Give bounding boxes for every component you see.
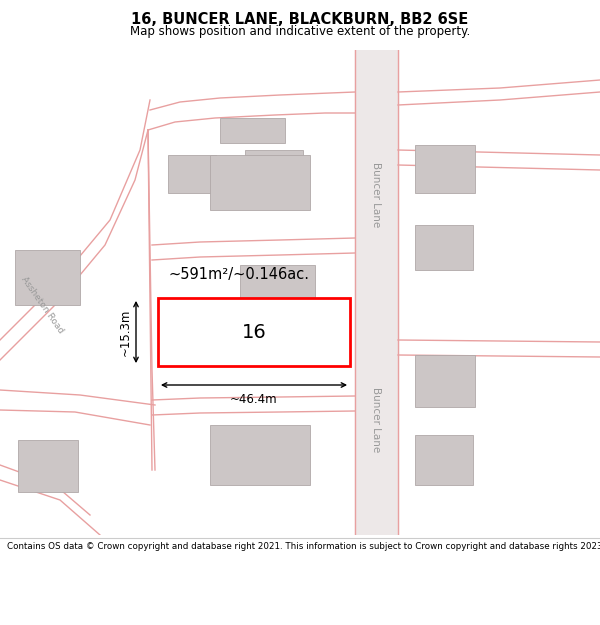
Bar (158, 298, 350, 366)
Text: ~46.4m: ~46.4m (230, 393, 278, 406)
Bar (168, 155, 216, 193)
Text: Map shows position and indicative extent of the property.: Map shows position and indicative extent… (130, 24, 470, 38)
Text: ~591m²/~0.146ac.: ~591m²/~0.146ac. (168, 268, 309, 282)
Text: ~15.3m: ~15.3m (119, 308, 132, 356)
Text: Buncer Lane: Buncer Lane (371, 162, 381, 228)
Bar (210, 155, 310, 210)
Text: 16, BUNCER LANE, BLACKBURN, BB2 6SE: 16, BUNCER LANE, BLACKBURN, BB2 6SE (131, 12, 469, 28)
Bar (210, 425, 310, 485)
Bar (415, 435, 473, 485)
Text: 16: 16 (242, 322, 266, 341)
Bar (355, 50, 398, 535)
Bar (415, 225, 473, 270)
Bar (15, 250, 80, 305)
Bar (415, 355, 475, 407)
Bar (18, 440, 78, 492)
Bar (415, 145, 475, 193)
Text: Buncer Lane: Buncer Lane (371, 388, 381, 452)
Bar (245, 150, 303, 192)
Bar (220, 118, 285, 143)
Text: Contains OS data © Crown copyright and database right 2021. This information is : Contains OS data © Crown copyright and d… (7, 542, 600, 551)
Text: Assheton Road: Assheton Road (19, 275, 65, 335)
Bar (240, 265, 315, 320)
